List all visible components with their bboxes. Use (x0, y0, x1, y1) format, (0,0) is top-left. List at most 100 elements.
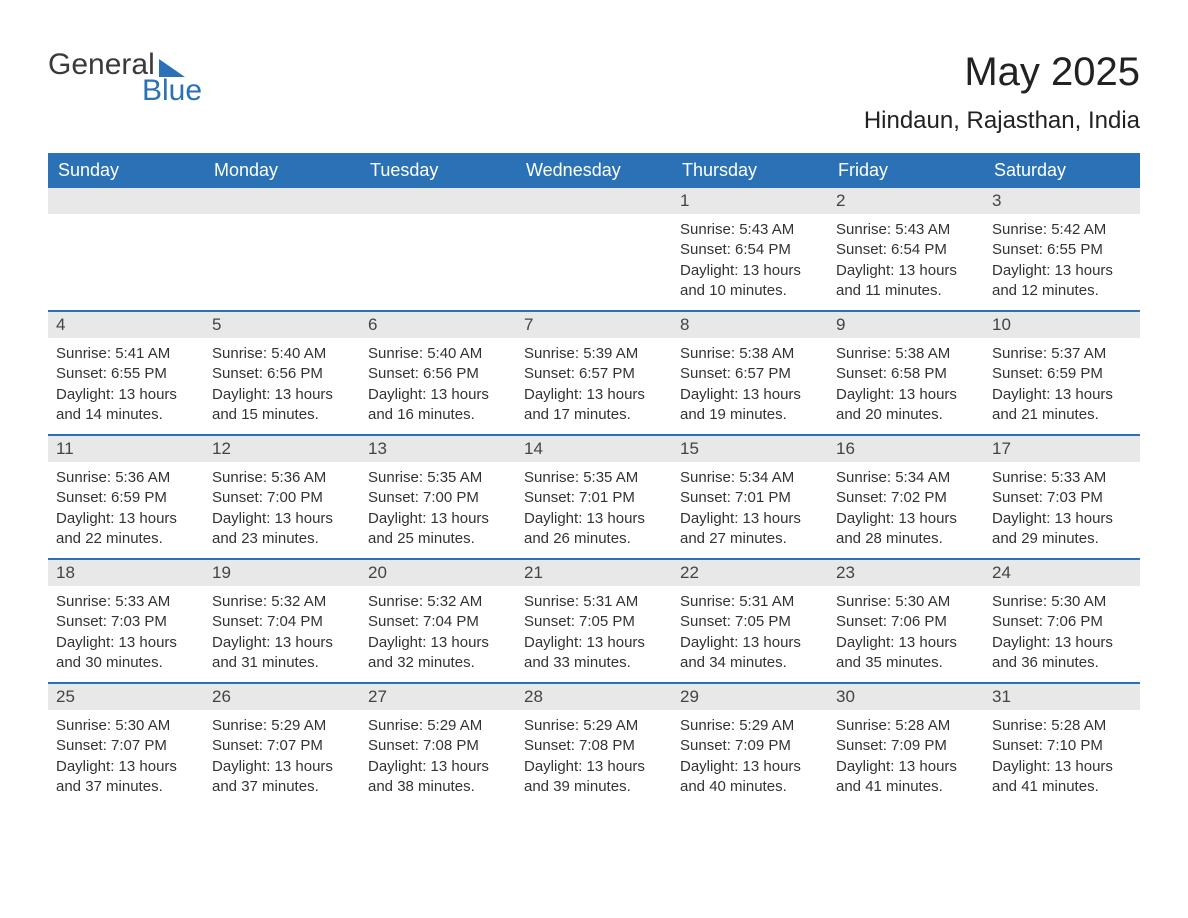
daylight-line-2: and 22 minutes. (56, 529, 196, 549)
daylight-line-1: Daylight: 13 hours (680, 385, 820, 405)
calendar: SundayMondayTuesdayWednesdayThursdayFrid… (48, 153, 1140, 806)
daylight-line-1: Daylight: 13 hours (524, 757, 664, 777)
daylight-line-1: Daylight: 13 hours (56, 509, 196, 529)
sunrise-line: Sunrise: 5:30 AM (836, 592, 976, 612)
day-cell: 21Sunrise: 5:31 AMSunset: 7:05 PMDayligh… (516, 560, 672, 682)
day-number: 31 (984, 684, 1140, 710)
daylight-line-1: Daylight: 13 hours (524, 509, 664, 529)
day-cell: 1Sunrise: 5:43 AMSunset: 6:54 PMDaylight… (672, 188, 828, 310)
day-number: 29 (672, 684, 828, 710)
day-cell: 15Sunrise: 5:34 AMSunset: 7:01 PMDayligh… (672, 436, 828, 558)
daylight-line-2: and 37 minutes. (212, 777, 352, 797)
day-body: Sunrise: 5:28 AMSunset: 7:10 PMDaylight:… (984, 710, 1140, 801)
day-body: Sunrise: 5:32 AMSunset: 7:04 PMDaylight:… (360, 586, 516, 677)
weekday-sunday: Sunday (48, 153, 204, 188)
day-cell: 12Sunrise: 5:36 AMSunset: 7:00 PMDayligh… (204, 436, 360, 558)
day-body: Sunrise: 5:33 AMSunset: 7:03 PMDaylight:… (48, 586, 204, 677)
daylight-line-1: Daylight: 13 hours (56, 757, 196, 777)
daylight-line-1: Daylight: 13 hours (680, 633, 820, 653)
day-cell: 20Sunrise: 5:32 AMSunset: 7:04 PMDayligh… (360, 560, 516, 682)
day-number: 4 (48, 312, 204, 338)
week-row: 25Sunrise: 5:30 AMSunset: 7:07 PMDayligh… (48, 682, 1140, 806)
day-cell: 11Sunrise: 5:36 AMSunset: 6:59 PMDayligh… (48, 436, 204, 558)
day-body: Sunrise: 5:29 AMSunset: 7:09 PMDaylight:… (672, 710, 828, 801)
daylight-line-1: Daylight: 13 hours (992, 633, 1132, 653)
location-text: Hindaun, Rajasthan, India (864, 107, 1140, 135)
sunset-line: Sunset: 7:06 PM (836, 612, 976, 632)
sunrise-line: Sunrise: 5:37 AM (992, 344, 1132, 364)
daylight-line-2: and 12 minutes. (992, 281, 1132, 301)
sunrise-line: Sunrise: 5:29 AM (680, 716, 820, 736)
daylight-line-1: Daylight: 13 hours (992, 509, 1132, 529)
sunrise-line: Sunrise: 5:33 AM (56, 592, 196, 612)
day-cell (48, 188, 204, 310)
day-cell: 13Sunrise: 5:35 AMSunset: 7:00 PMDayligh… (360, 436, 516, 558)
title-block: May 2025 Hindaun, Rajasthan, India (864, 50, 1140, 135)
daylight-line-1: Daylight: 13 hours (680, 261, 820, 281)
day-number (516, 188, 672, 214)
day-number: 12 (204, 436, 360, 462)
sunset-line: Sunset: 7:00 PM (368, 488, 508, 508)
day-body: Sunrise: 5:38 AMSunset: 6:58 PMDaylight:… (828, 338, 984, 429)
day-cell: 26Sunrise: 5:29 AMSunset: 7:07 PMDayligh… (204, 684, 360, 806)
day-number: 28 (516, 684, 672, 710)
day-body: Sunrise: 5:34 AMSunset: 7:01 PMDaylight:… (672, 462, 828, 553)
sunrise-line: Sunrise: 5:42 AM (992, 220, 1132, 240)
daylight-line-2: and 35 minutes. (836, 653, 976, 673)
sunrise-line: Sunrise: 5:43 AM (836, 220, 976, 240)
sunset-line: Sunset: 6:59 PM (56, 488, 196, 508)
daylight-line-2: and 27 minutes. (680, 529, 820, 549)
daylight-line-2: and 41 minutes. (992, 777, 1132, 797)
daylight-line-2: and 10 minutes. (680, 281, 820, 301)
sunset-line: Sunset: 7:09 PM (680, 736, 820, 756)
daylight-line-1: Daylight: 13 hours (212, 385, 352, 405)
daylight-line-1: Daylight: 13 hours (212, 633, 352, 653)
day-cell: 16Sunrise: 5:34 AMSunset: 7:02 PMDayligh… (828, 436, 984, 558)
day-body: Sunrise: 5:29 AMSunset: 7:07 PMDaylight:… (204, 710, 360, 801)
daylight-line-2: and 31 minutes. (212, 653, 352, 673)
day-body: Sunrise: 5:29 AMSunset: 7:08 PMDaylight:… (516, 710, 672, 801)
day-number: 15 (672, 436, 828, 462)
day-number: 24 (984, 560, 1140, 586)
sunrise-line: Sunrise: 5:40 AM (368, 344, 508, 364)
daylight-line-2: and 15 minutes. (212, 405, 352, 425)
sunrise-line: Sunrise: 5:36 AM (56, 468, 196, 488)
day-body: Sunrise: 5:30 AMSunset: 7:07 PMDaylight:… (48, 710, 204, 801)
day-number: 1 (672, 188, 828, 214)
daylight-line-2: and 11 minutes. (836, 281, 976, 301)
sunset-line: Sunset: 7:08 PM (368, 736, 508, 756)
daylight-line-1: Daylight: 13 hours (524, 633, 664, 653)
day-body: Sunrise: 5:28 AMSunset: 7:09 PMDaylight:… (828, 710, 984, 801)
day-number: 27 (360, 684, 516, 710)
sunset-line: Sunset: 7:01 PM (680, 488, 820, 508)
day-body: Sunrise: 5:42 AMSunset: 6:55 PMDaylight:… (984, 214, 1140, 305)
sunset-line: Sunset: 7:02 PM (836, 488, 976, 508)
day-cell: 6Sunrise: 5:40 AMSunset: 6:56 PMDaylight… (360, 312, 516, 434)
day-cell (360, 188, 516, 310)
day-cell: 5Sunrise: 5:40 AMSunset: 6:56 PMDaylight… (204, 312, 360, 434)
daylight-line-2: and 34 minutes. (680, 653, 820, 673)
sunset-line: Sunset: 6:56 PM (212, 364, 352, 384)
sunrise-line: Sunrise: 5:38 AM (836, 344, 976, 364)
sunrise-line: Sunrise: 5:43 AM (680, 220, 820, 240)
sunset-line: Sunset: 6:59 PM (992, 364, 1132, 384)
daylight-line-1: Daylight: 13 hours (524, 385, 664, 405)
weekday-wednesday: Wednesday (516, 153, 672, 188)
day-number: 19 (204, 560, 360, 586)
sunset-line: Sunset: 6:57 PM (680, 364, 820, 384)
day-number: 16 (828, 436, 984, 462)
day-body: Sunrise: 5:34 AMSunset: 7:02 PMDaylight:… (828, 462, 984, 553)
sunrise-line: Sunrise: 5:31 AM (524, 592, 664, 612)
weekday-thursday: Thursday (672, 153, 828, 188)
daylight-line-1: Daylight: 13 hours (836, 261, 976, 281)
sunrise-line: Sunrise: 5:40 AM (212, 344, 352, 364)
week-row: 11Sunrise: 5:36 AMSunset: 6:59 PMDayligh… (48, 434, 1140, 558)
sunset-line: Sunset: 6:55 PM (992, 240, 1132, 260)
daylight-line-1: Daylight: 13 hours (992, 757, 1132, 777)
header: General Blue May 2025 Hindaun, Rajasthan… (48, 50, 1140, 135)
week-row: 1Sunrise: 5:43 AMSunset: 6:54 PMDaylight… (48, 188, 1140, 310)
sunset-line: Sunset: 7:10 PM (992, 736, 1132, 756)
day-number: 2 (828, 188, 984, 214)
daylight-line-2: and 19 minutes. (680, 405, 820, 425)
daylight-line-1: Daylight: 13 hours (212, 757, 352, 777)
